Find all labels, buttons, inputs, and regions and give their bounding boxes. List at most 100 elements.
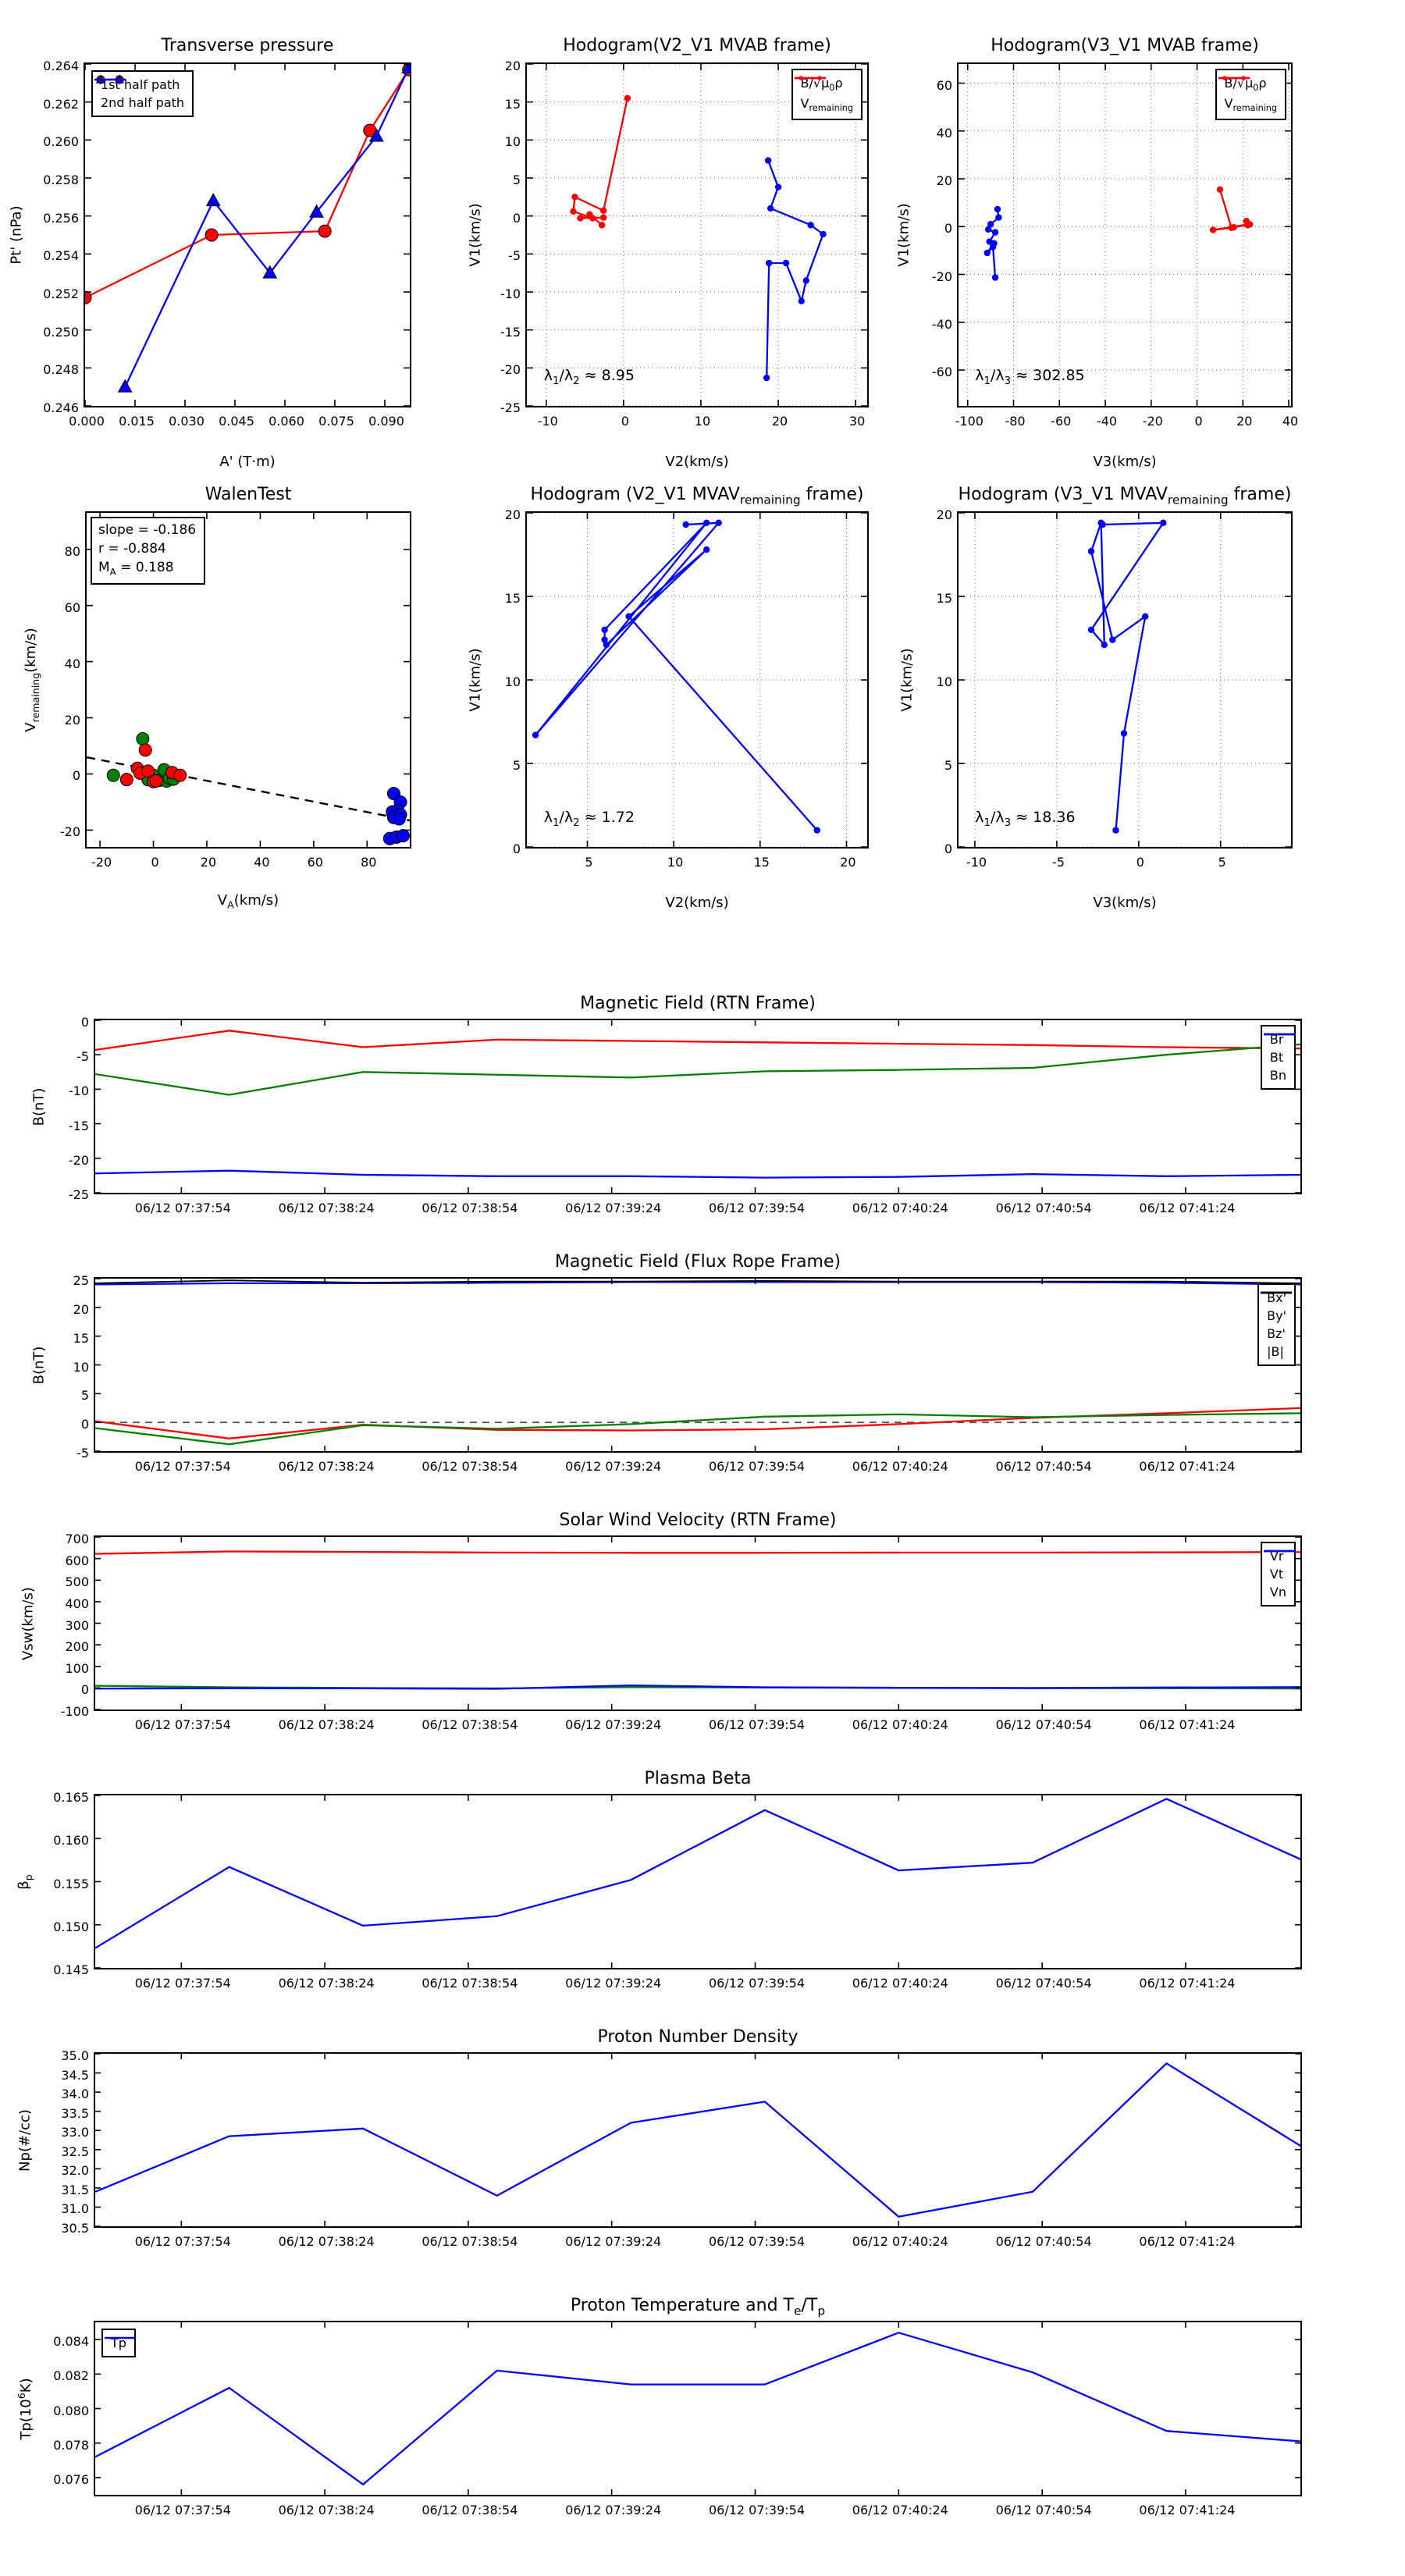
y-tick-label: 10 bbox=[73, 1359, 89, 1375]
y-tick-label: 60 bbox=[64, 600, 80, 615]
legend-entry: Tp bbox=[105, 2334, 136, 2352]
y-tick-label: 15 bbox=[73, 1330, 89, 1346]
lambda-annotation: λ1/λ3 ≈ 302.85 bbox=[975, 366, 1085, 387]
y-tick-label: 0.264 bbox=[43, 59, 79, 73]
legend-entry: Vremaining bbox=[1218, 76, 1277, 115]
y-tick-label: 25 bbox=[73, 1273, 89, 1288]
legend-label: Bn bbox=[1269, 1068, 1286, 1083]
stats-line: r = -0.884 bbox=[98, 540, 166, 557]
x-tick-label: 06/12 07:41:24 bbox=[1139, 2234, 1236, 2249]
y-tick-label: 0.248 bbox=[43, 362, 79, 378]
lambda-annotation: λ1/λ3 ≈ 18.36 bbox=[975, 808, 1076, 829]
y-tick-label: 0.165 bbox=[53, 1790, 89, 1805]
y-tick-label: 32.5 bbox=[61, 2144, 89, 2159]
x-tick-label: 06/12 07:39:54 bbox=[708, 2503, 806, 2517]
legend-entry: |B| bbox=[1261, 1291, 1293, 1361]
chart-title: Hodogram(V2_V1 MVAB frame) bbox=[563, 36, 831, 55]
y-tick-label: 0 bbox=[944, 221, 952, 237]
x-tick-label: 06/12 07:39:24 bbox=[565, 2234, 662, 2249]
y-tick-label: 300 bbox=[65, 1617, 89, 1633]
y-tick-label: -5 bbox=[76, 1446, 89, 1461]
y-tick-label: 0.084 bbox=[53, 2334, 89, 2350]
x-tick-label: 06/12 07:38:54 bbox=[422, 1717, 518, 1732]
chart-proton-density: Proton Number Density Np(#/cc) 06/12 07:37… bbox=[17, 2027, 1302, 2249]
y-tick-label: 20 bbox=[504, 59, 521, 73]
series-line bbox=[124, 67, 410, 388]
y-tick-label: 0.078 bbox=[53, 2437, 89, 2453]
x-tick-label: 0.045 bbox=[219, 414, 254, 429]
x-tick-label: 06/12 07:39:24 bbox=[565, 1201, 662, 1215]
y-tick-label: 30.5 bbox=[61, 2221, 89, 2236]
y-tick-label: 0 bbox=[512, 841, 521, 856]
legend-line-sample bbox=[1218, 76, 1250, 80]
legend: B/√μ0ρ Vremaining bbox=[1215, 69, 1286, 121]
x-tick-label: 06/12 07:38:54 bbox=[422, 1459, 518, 1474]
x-tick-label: 5 bbox=[1218, 855, 1226, 870]
legend-line-sample bbox=[94, 74, 126, 84]
y-tick-label: 34.5 bbox=[61, 2067, 89, 2083]
x-tick-label: 06/12 07:40:54 bbox=[995, 1717, 1092, 1732]
y-tick-label: 20 bbox=[936, 507, 952, 522]
y-tick-label: 0.155 bbox=[53, 1876, 89, 1891]
chart-hodogram-v3v1-mvav: Hodogram (V3_V1 MVAVremaining frame) V1(k… bbox=[899, 485, 1293, 911]
x-axis-label: VA(km/s) bbox=[217, 892, 279, 911]
x-tick-label: -5 bbox=[1051, 855, 1065, 870]
x-tick-label: 06/12 07:39:24 bbox=[565, 1976, 662, 1991]
x-tick-label: 0.075 bbox=[318, 414, 354, 429]
y-tick-label: -25 bbox=[68, 1187, 89, 1202]
y-tick-label: 5 bbox=[944, 758, 952, 773]
x-tick-label: 06/12 07:39:54 bbox=[708, 1459, 806, 1474]
chart-title: Proton Number Density bbox=[597, 2027, 799, 2047]
legend-entry: Vt bbox=[1263, 1550, 1295, 1583]
x-tick-label: 06/12 07:40:24 bbox=[852, 1717, 948, 1732]
x-tick-label: 06/12 07:38:54 bbox=[422, 1201, 518, 1215]
y-tick-label: 0 bbox=[80, 1015, 89, 1030]
x-tick-label: 0 bbox=[1194, 414, 1203, 429]
y-tick-label: 0.252 bbox=[43, 286, 79, 301]
legend-line-sample bbox=[1263, 1550, 1295, 1553]
y-tick-label: 0 bbox=[512, 210, 521, 226]
chart-hodogram-v2v1-mvav: Hodogram (V2_V1 MVAVremaining frame) V1(k… bbox=[468, 485, 869, 911]
x-tick-label: -10 bbox=[537, 414, 558, 429]
x-tick-label: 06/12 07:41:24 bbox=[1139, 1459, 1236, 1474]
y-tick-label: -20 bbox=[500, 362, 521, 378]
y-tick-label: 0.076 bbox=[53, 2471, 89, 2487]
chart-title: Plasma Beta bbox=[644, 1769, 752, 1788]
y-tick-label: 0.258 bbox=[43, 173, 79, 187]
series-line bbox=[95, 2332, 1300, 2485]
y-tick-label: 600 bbox=[65, 1553, 89, 1568]
legend-label: Bz' bbox=[1267, 1326, 1286, 1341]
plot-area bbox=[959, 513, 1291, 847]
x-tick-label: -20 bbox=[1142, 414, 1163, 429]
chart-title: Magnetic Field (Flux Rope Frame) bbox=[554, 1252, 841, 1272]
y-tick-label: -5 bbox=[76, 1049, 89, 1065]
legend-entry: Vremaining bbox=[794, 76, 853, 115]
x-tick-label: -20 bbox=[91, 855, 112, 870]
x-tick-label: 06/12 07:38:54 bbox=[422, 2503, 518, 2517]
y-tick-label: 35.0 bbox=[61, 2048, 89, 2063]
legend-entry: Bt bbox=[1263, 1033, 1295, 1066]
legend: B/√μ0ρ Vremaining bbox=[791, 69, 863, 121]
x-axis-label: V2(km/s) bbox=[665, 454, 729, 470]
legend-label: Vremaining bbox=[1224, 96, 1277, 114]
x-tick-label: 06/12 07:40:24 bbox=[852, 1201, 948, 1215]
legend-label: Bt bbox=[1269, 1050, 1284, 1065]
series-line bbox=[95, 1684, 1300, 1690]
series-line bbox=[95, 1550, 1300, 1555]
x-tick-label: 06/12 07:39:54 bbox=[708, 1976, 806, 1991]
x-tick-label: 0.000 bbox=[69, 414, 105, 429]
legend-entry: Bz' bbox=[1261, 1291, 1293, 1343]
series-line bbox=[95, 1798, 1300, 1949]
lambda-annotation: λ1/λ2 ≈ 8.95 bbox=[543, 366, 635, 387]
x-tick-label: 0.015 bbox=[119, 414, 155, 429]
x-tick-label: 06/12 07:41:24 bbox=[1139, 1976, 1236, 1991]
y-tick-label: -15 bbox=[68, 1118, 89, 1133]
y-tick-label: 31.0 bbox=[61, 2201, 89, 2217]
x-tick-label: 06/12 07:37:54 bbox=[134, 1976, 231, 1991]
x-tick-label: 0 bbox=[151, 855, 159, 870]
y-tick-label: 0 bbox=[944, 841, 952, 856]
x-tick-label: 0.060 bbox=[269, 414, 304, 429]
legend: 1st half path 2nd half path bbox=[91, 70, 194, 117]
series-line bbox=[95, 1279, 1300, 1284]
plot-area bbox=[527, 513, 867, 847]
